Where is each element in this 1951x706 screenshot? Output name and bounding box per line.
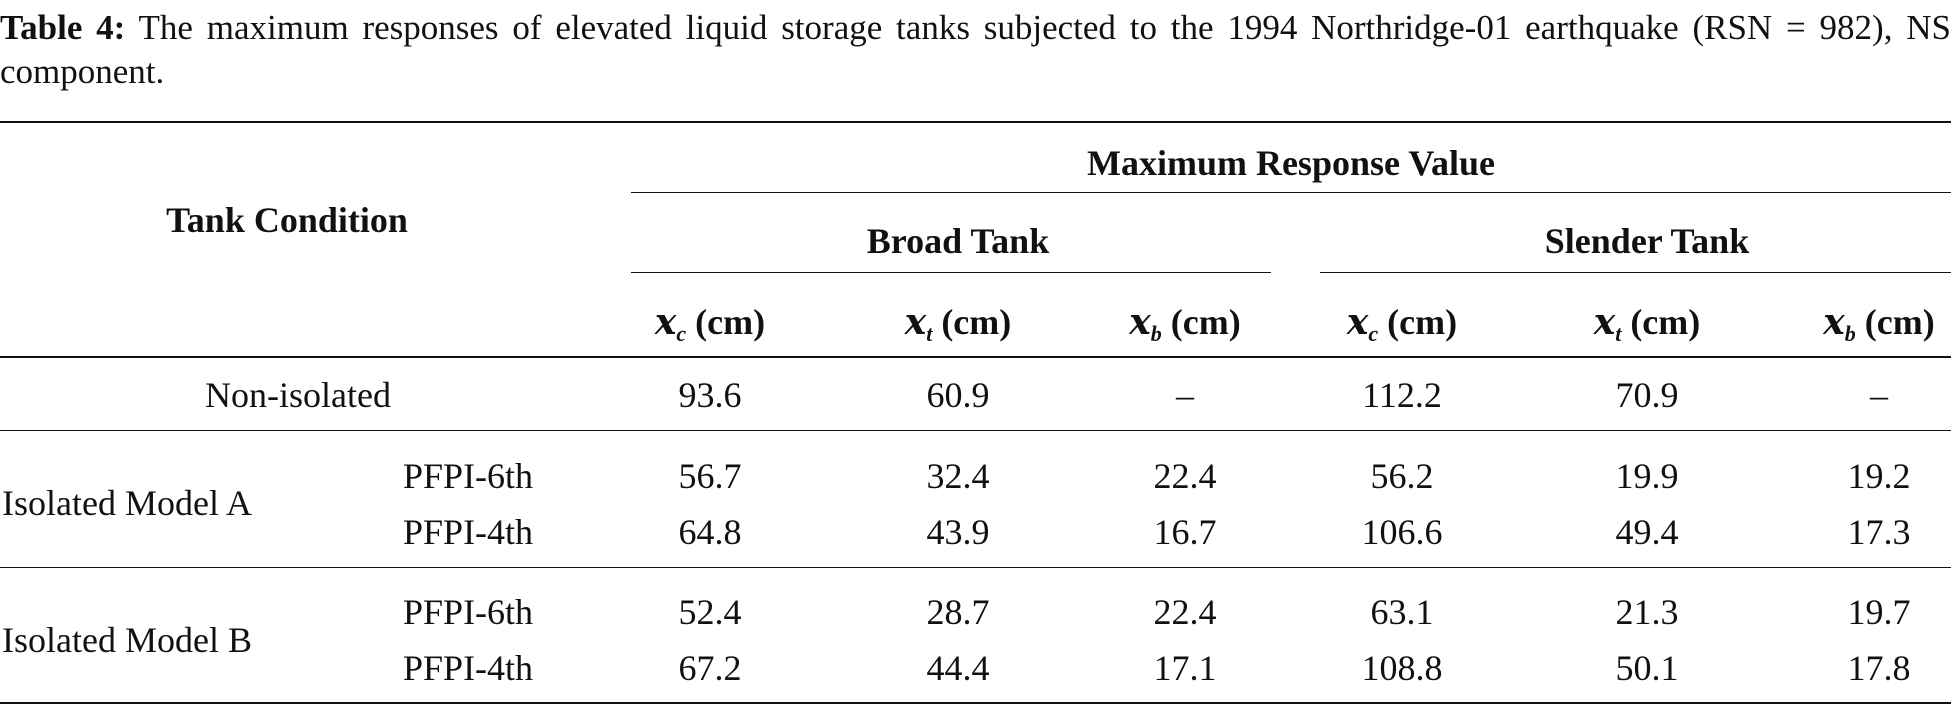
- row-label-non-isolated: Non-isolated: [205, 375, 391, 415]
- max-response-header: Maximum Response Value: [1086, 143, 1496, 183]
- sub-label-model-a-6th: PFPI-6th: [403, 456, 534, 496]
- caption-label: Table 4:: [0, 8, 126, 47]
- table-cell: 43.9: [926, 512, 990, 552]
- table-cell: 16.7: [1153, 512, 1217, 552]
- table-cell: 32.4: [926, 456, 990, 496]
- table-cell: 93.6: [678, 375, 742, 415]
- table-cell: 17.8: [1847, 648, 1911, 688]
- table-cell: 52.4: [678, 592, 742, 632]
- slender-tank-header: Slender Tank: [1544, 221, 1750, 261]
- bottom-rule: [0, 702, 1951, 704]
- table-cell: 108.8: [1361, 648, 1443, 688]
- rule-slender-tank: [1320, 272, 1951, 273]
- table-cell: 56.2: [1370, 456, 1434, 496]
- row-label-isolated-model-a: Isolated Model A: [2, 483, 252, 523]
- col-header-broad-xc: xc (cm): [654, 301, 766, 346]
- top-rule: [0, 121, 1951, 123]
- rule-after-non-isolated: [0, 430, 1951, 431]
- rule-max-response: [631, 192, 1951, 193]
- tank-condition-header: Tank Condition: [166, 200, 408, 240]
- table-cell: 112.2: [1362, 375, 1442, 415]
- col-header-slender-xb: xb (cm): [1823, 301, 1935, 346]
- table-cell: 67.2: [678, 648, 742, 688]
- table-cell: 22.4: [1153, 456, 1217, 496]
- table-cell: 49.4: [1615, 512, 1679, 552]
- table-cell: 63.1: [1370, 592, 1434, 632]
- table-cell: –: [1870, 375, 1888, 415]
- table-cell: 17.1: [1153, 648, 1217, 688]
- table-cell: 44.4: [926, 648, 990, 688]
- col-header-broad-xb: xb (cm): [1129, 301, 1241, 346]
- rule-broad-tank: [631, 272, 1271, 273]
- sub-label-model-a-4th: PFPI-4th: [403, 512, 534, 552]
- table-cell: 70.9: [1615, 375, 1679, 415]
- row-label-isolated-model-b: Isolated Model B: [2, 620, 252, 660]
- table-cell: 56.7: [678, 456, 742, 496]
- sub-label-model-b-4th: PFPI-4th: [403, 648, 534, 688]
- table-cell: 19.9: [1615, 456, 1679, 496]
- col-header-broad-xt: xt (cm): [904, 301, 1012, 346]
- col-header-slender-xt: xt (cm): [1593, 301, 1701, 346]
- rule-after-model-a: [0, 567, 1951, 568]
- caption-text: The maximum responses of elevated liquid…: [0, 8, 1951, 91]
- table-cell: 60.9: [926, 375, 990, 415]
- table-cell: 17.3: [1847, 512, 1911, 552]
- broad-tank-header: Broad Tank: [866, 221, 1050, 261]
- col-header-slender-xc: xc (cm): [1346, 301, 1458, 346]
- table-cell: 19.2: [1847, 456, 1911, 496]
- header-bottom-rule: [0, 356, 1951, 358]
- table-cell: 22.4: [1153, 592, 1217, 632]
- table-cell: 28.7: [926, 592, 990, 632]
- table-cell: 64.8: [678, 512, 742, 552]
- table-caption: Table 4: The maximum responses of elevat…: [0, 6, 1951, 94]
- table-cell: 106.6: [1361, 512, 1443, 552]
- table-cell: 21.3: [1615, 592, 1679, 632]
- sub-label-model-b-6th: PFPI-6th: [403, 592, 534, 632]
- table-cell: 19.7: [1847, 592, 1911, 632]
- table-cell: –: [1176, 375, 1194, 415]
- table-cell: 50.1: [1615, 648, 1679, 688]
